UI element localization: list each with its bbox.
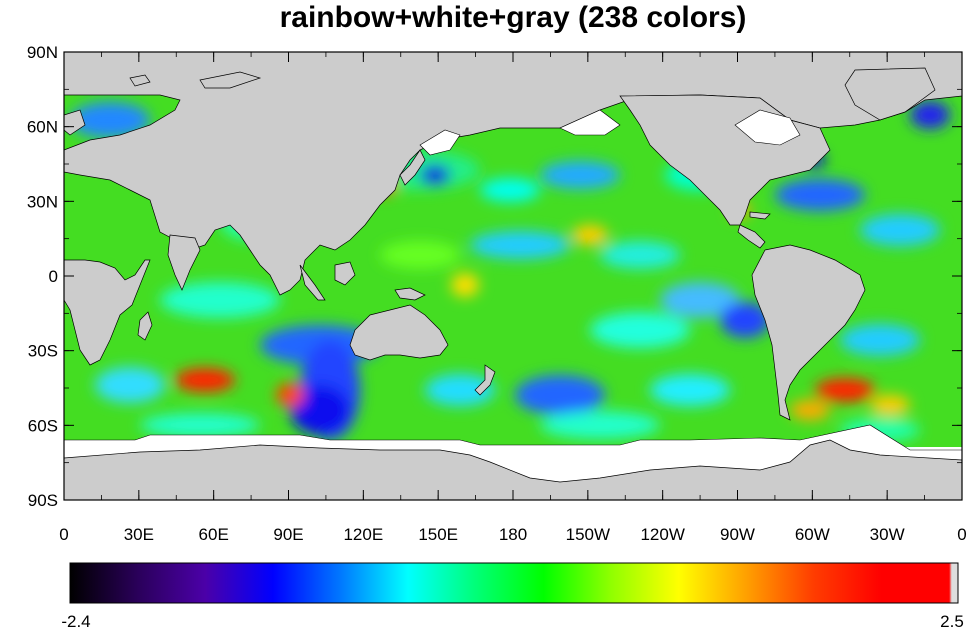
land-india bbox=[167, 234, 201, 291]
lat-tick-label: 90S bbox=[28, 491, 58, 510]
land-south-america bbox=[751, 244, 866, 421]
map-title: rainbow+white+gray (238 colors) bbox=[279, 1, 747, 34]
lon-tick-label: 120W bbox=[640, 525, 684, 544]
lon-tick-label: 0 bbox=[957, 525, 966, 544]
lon-tick-label: 60E bbox=[199, 525, 229, 544]
colorbar-max-label: 2.5 bbox=[940, 612, 964, 630]
land-cuba bbox=[749, 211, 771, 220]
land-new-guinea bbox=[394, 287, 426, 301]
lon-tick-label: 90E bbox=[273, 525, 303, 544]
colorbar-gradient bbox=[69, 562, 959, 604]
land-central-america bbox=[737, 224, 766, 249]
land-africa bbox=[64, 259, 151, 366]
ice-okhotsk bbox=[419, 129, 461, 156]
lat-tick-label: 60N bbox=[27, 118, 58, 137]
land-borneo bbox=[334, 261, 356, 286]
land-australia bbox=[349, 304, 449, 361]
longitude-axis: 0 30E 60E 90E 120E 150E 180 150W 120W 90W 60W 30W 0 bbox=[59, 52, 967, 544]
land-new-zealand bbox=[474, 364, 496, 396]
lon-tick-label: 180 bbox=[499, 525, 527, 544]
lon-tick-label: 150E bbox=[418, 525, 458, 544]
colorbar-min-label: -2.4 bbox=[61, 612, 90, 630]
lon-tick-label: 30E bbox=[124, 525, 154, 544]
ice-hudson-bay bbox=[734, 109, 801, 146]
lon-tick-label: 120E bbox=[343, 525, 383, 544]
land-japan bbox=[399, 149, 426, 186]
land-uk bbox=[64, 109, 86, 136]
lat-tick-label: 60S bbox=[28, 416, 58, 435]
colorbar: -2.4 2.5 bbox=[61, 562, 964, 630]
ice-bering bbox=[559, 109, 621, 136]
lat-tick-label: 30S bbox=[28, 342, 58, 361]
lat-tick-label: 30N bbox=[27, 192, 58, 211]
land-sumatra bbox=[299, 264, 326, 301]
lon-tick-label: 0 bbox=[59, 525, 68, 544]
land-antarctica bbox=[64, 439, 962, 500]
lat-tick-label: 90N bbox=[27, 43, 58, 62]
lon-tick-label: 150W bbox=[566, 525, 610, 544]
latitude-axis: 90N 60N 30N 0 30S 60S 90S bbox=[27, 43, 962, 510]
lon-tick-label: 90W bbox=[720, 525, 755, 544]
land-arctic-islands bbox=[199, 71, 262, 89]
lon-tick-label: 30W bbox=[870, 525, 905, 544]
lon-tick-label: 60W bbox=[795, 525, 830, 544]
lat-tick-label: 0 bbox=[49, 267, 58, 286]
land-iceland bbox=[129, 74, 151, 87]
land-madagascar bbox=[137, 311, 153, 341]
land-greenland bbox=[844, 67, 936, 121]
map-plot-area bbox=[64, 52, 962, 500]
